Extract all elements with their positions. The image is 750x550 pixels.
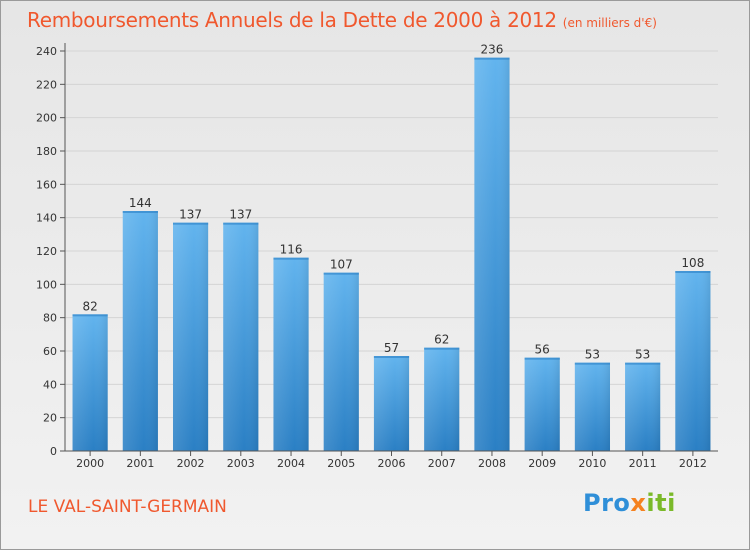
x-tick-label: 2002	[177, 457, 205, 470]
bar-top-edge	[675, 271, 711, 273]
x-tick-label: 2004	[277, 457, 305, 470]
data-label: 236	[481, 43, 504, 57]
y-tick-label: 180	[36, 145, 57, 158]
x-tick-label: 2008	[478, 457, 506, 470]
y-tick-label: 120	[36, 245, 57, 258]
bar-shade	[675, 271, 711, 451]
bar-top-edge	[122, 211, 158, 213]
x-tick-label: 2000	[76, 457, 104, 470]
data-label: 137	[179, 208, 202, 222]
data-label: 56	[535, 343, 550, 357]
x-tick-label: 2012	[679, 457, 707, 470]
bar-top-edge	[474, 57, 510, 60]
bar-shade	[424, 347, 460, 451]
x-tick-label: 2009	[528, 457, 556, 470]
bar-shade	[122, 211, 158, 451]
y-tick-label: 20	[43, 412, 57, 425]
x-tick-label: 2006	[378, 457, 406, 470]
bar-shade	[72, 314, 108, 451]
x-tick-label: 2007	[428, 457, 456, 470]
x-tick-label: 2005	[327, 457, 355, 470]
y-tick-label: 240	[36, 45, 57, 58]
bar-top-edge	[323, 272, 359, 275]
y-tick-label: 60	[43, 345, 57, 358]
bar-shade	[524, 357, 560, 451]
bar-shade	[574, 362, 611, 451]
data-label: 116	[280, 243, 303, 257]
bar-shade	[373, 356, 410, 451]
data-label: 108	[681, 256, 704, 270]
bar-top-edge	[524, 357, 560, 360]
bar-top-edge	[424, 347, 460, 350]
chart-title: Remboursements Annuels de la Dette de 20…	[27, 8, 657, 32]
bar-top-edge	[72, 314, 108, 317]
x-tick-label: 2003	[227, 457, 255, 470]
x-tick-label: 2001	[126, 457, 154, 470]
data-label: 107	[330, 258, 353, 272]
bar-top-edge	[373, 356, 410, 358]
bar-shade	[323, 272, 359, 451]
city-name: LE VAL-SAINT-GERMAIN	[28, 497, 227, 517]
chart-title-text: Remboursements Annuels de la Dette de 20…	[27, 8, 557, 32]
bar-shade	[625, 362, 661, 451]
data-label: 53	[585, 348, 600, 362]
bar-shade	[273, 257, 309, 451]
y-tick-label: 80	[43, 312, 57, 325]
chart-title-unit: (en milliers d'€)	[562, 16, 657, 30]
bar-shade	[223, 222, 259, 451]
y-tick-label: 200	[36, 112, 57, 125]
bar-top-edge	[574, 362, 611, 365]
y-tick-label: 220	[36, 78, 57, 91]
bar-top-edge	[625, 362, 661, 365]
bar-shade	[172, 222, 209, 451]
y-tick-label: 0	[50, 445, 57, 458]
x-tick-label: 2011	[629, 457, 657, 470]
y-tick-label: 140	[36, 212, 57, 225]
bar-top-edge	[273, 257, 309, 260]
proxiti-logo: Proxiti	[583, 489, 676, 517]
data-label: 137	[229, 208, 252, 222]
y-tick-label: 100	[36, 278, 57, 291]
data-label: 62	[434, 333, 449, 347]
bar-top-edge	[172, 222, 209, 225]
y-tick-label: 160	[36, 178, 57, 191]
bar-chart: 0 20 40 60 80 100 120 140 160 180 200 220 240 82 2000 1…	[36, 43, 718, 470]
bar-shade	[474, 57, 510, 452]
data-label: 53	[635, 348, 650, 362]
data-label: 144	[129, 196, 152, 210]
bar-top-edge	[223, 222, 259, 225]
data-label: 82	[82, 299, 97, 313]
data-label: 57	[384, 341, 399, 355]
x-tick-label: 2010	[578, 457, 606, 470]
y-tick-label: 40	[43, 378, 57, 391]
